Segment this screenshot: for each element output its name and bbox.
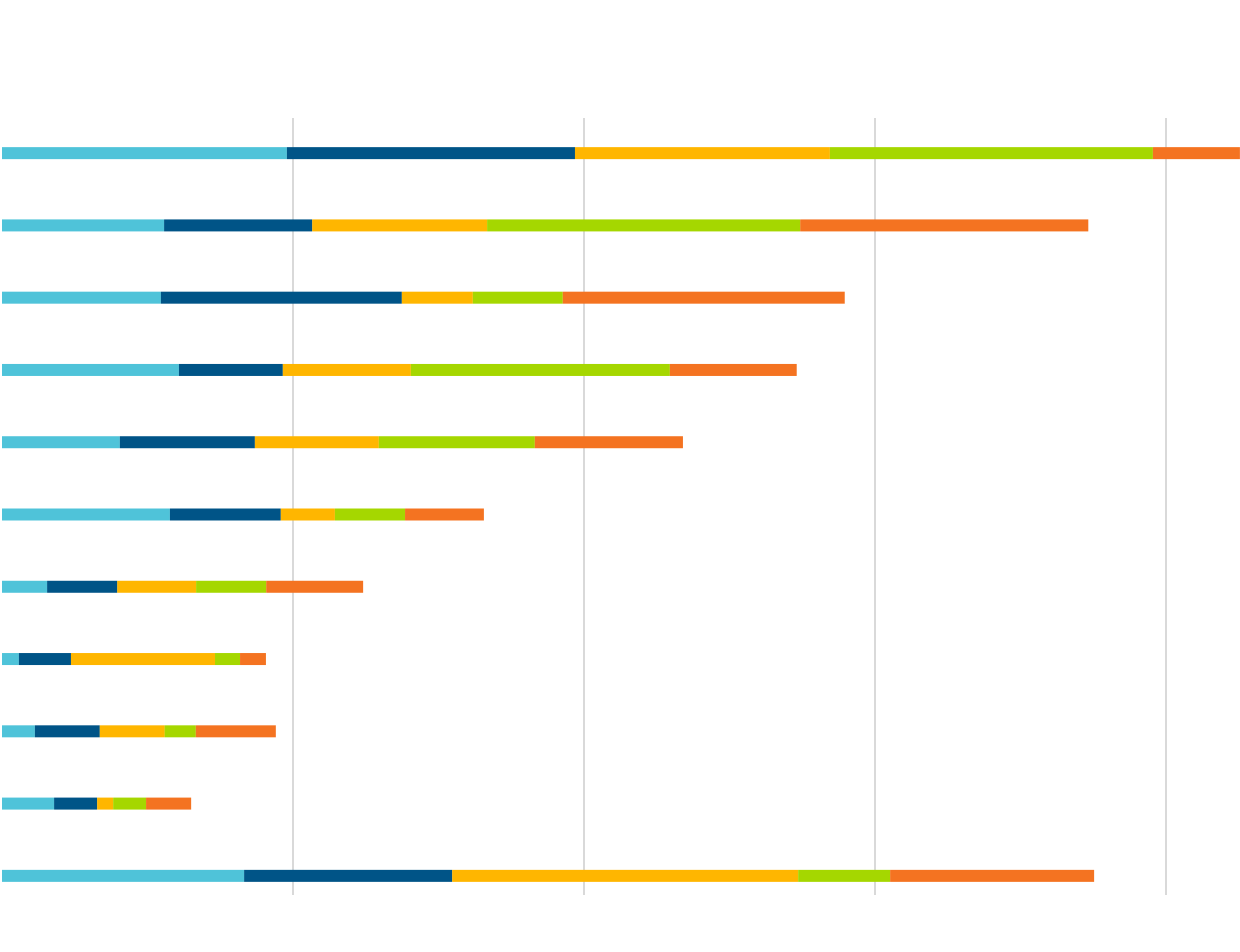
bar-segment (2, 363, 179, 376)
bar-segment (472, 291, 563, 304)
bar-segment (280, 508, 335, 521)
bar-segment (2, 219, 165, 232)
bar-segment (244, 869, 453, 882)
bar-segment (452, 869, 799, 882)
bar-segment (47, 580, 118, 593)
bar-segment (1152, 147, 1240, 160)
bar-segment (178, 363, 283, 376)
bar-segment (401, 291, 473, 304)
bar-segment (164, 725, 196, 738)
bar-segment (890, 869, 1095, 882)
bar-segment (410, 363, 670, 376)
bar-segment (2, 797, 55, 810)
bar-segment (113, 797, 147, 810)
bar-segment (334, 508, 406, 521)
bar-segment (2, 725, 35, 738)
bar-segment (829, 147, 1153, 160)
bar-segment (2, 653, 19, 666)
bar-segment (2, 508, 170, 521)
bar-segment (195, 725, 276, 738)
bar-segment (34, 725, 100, 738)
bar-segment (800, 219, 1089, 232)
bar-segment (2, 580, 48, 593)
bar-segment (669, 363, 797, 376)
bar-segment (798, 869, 891, 882)
bar-segment (2, 436, 120, 449)
bar-segment (254, 436, 379, 449)
bar-segment (99, 725, 165, 738)
bar-segment (70, 653, 216, 666)
bar-segment (196, 580, 267, 593)
bar-segment (286, 147, 575, 160)
bar-segment (405, 508, 484, 521)
bar-segment (378, 436, 535, 449)
bar-segment (2, 147, 287, 160)
bar-segment (282, 363, 411, 376)
bar-segment (2, 869, 245, 882)
bar-segment (146, 797, 192, 810)
bar-segment (562, 291, 845, 304)
bar-segment (169, 508, 281, 521)
bar-segment (487, 219, 801, 232)
bar-segment (240, 653, 266, 666)
bar-segment (574, 147, 830, 160)
bar-segment (164, 219, 313, 232)
bar-segment (54, 797, 98, 810)
bar-segment (215, 653, 241, 666)
bar-segment (2, 291, 161, 304)
bar-segment (117, 580, 197, 593)
bar-segment (18, 653, 71, 666)
bar-segment (266, 580, 364, 593)
bar-segment (97, 797, 114, 810)
bar-segment (160, 291, 402, 304)
bar-segment (534, 436, 683, 449)
bar-segment (119, 436, 255, 449)
bar-segment (312, 219, 488, 232)
